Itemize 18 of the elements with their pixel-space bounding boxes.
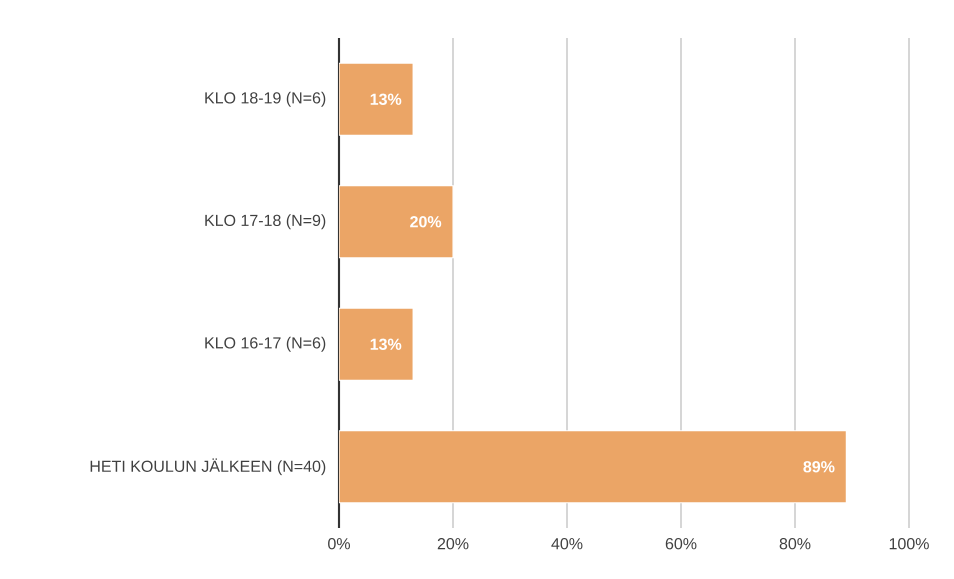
x-tick-label: 20% [438, 538, 468, 550]
bar [339, 62, 414, 136]
bar [339, 430, 847, 504]
y-tick-label: HETI KOULUN JÄLKEEN (N=40) [90, 458, 326, 476]
x-tick-label: 0% [328, 538, 350, 550]
x-tick-label: 100% [890, 538, 929, 550]
x-tick-label: 60% [666, 538, 696, 550]
data-label: 89% [803, 461, 834, 472]
y-tick-label: KLO 18-19 (N=6) [205, 92, 326, 107]
data-label: 13% [370, 94, 402, 105]
bar [339, 308, 414, 381]
x-tick-label: 40% [551, 538, 582, 550]
x-tick-label: 80% [780, 538, 810, 550]
y-tick-label: KLO 16-17 (N=6) [205, 336, 326, 352]
bar [339, 185, 454, 258]
y-tick-label: KLO 17-18 (N=9) [205, 214, 326, 230]
data-label: 20% [410, 216, 442, 228]
data-label: 13% [370, 338, 402, 350]
